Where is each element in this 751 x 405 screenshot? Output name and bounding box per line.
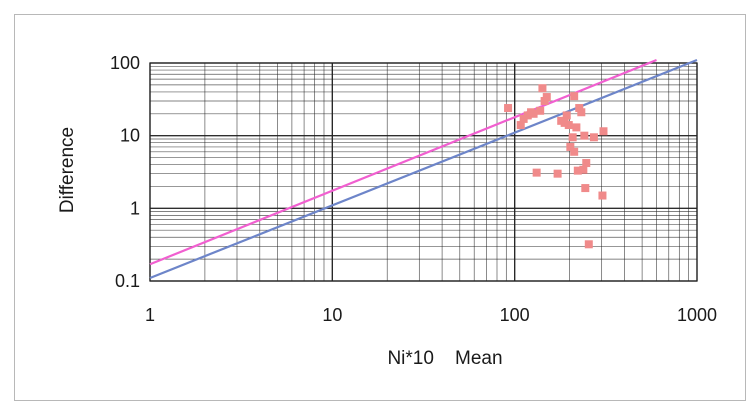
data-point — [532, 168, 541, 177]
data-point — [570, 92, 579, 101]
data-point — [564, 121, 573, 130]
y-axis-label: Difference — [57, 127, 78, 213]
data-point — [529, 109, 538, 118]
data-point — [572, 123, 581, 132]
reference-lines — [149, 58, 698, 280]
data-point — [519, 114, 528, 123]
y-tick-label: 10 — [120, 126, 140, 146]
reference-line-upper — [149, 58, 657, 266]
data-point — [516, 121, 525, 130]
data-point — [553, 169, 562, 178]
plot-area-border — [149, 62, 698, 282]
data-point — [568, 133, 577, 142]
data-point — [598, 191, 607, 200]
data-point — [542, 93, 551, 102]
grid — [149, 62, 698, 282]
data-point — [582, 159, 591, 168]
reference-line-lower — [149, 58, 698, 280]
data-point — [566, 142, 575, 151]
data-point — [584, 240, 593, 249]
data-point — [562, 111, 571, 120]
data-point — [560, 118, 569, 127]
data-point — [589, 133, 598, 142]
data-point — [581, 184, 590, 193]
data-point — [599, 127, 608, 136]
data-point — [579, 165, 588, 174]
data-point — [577, 108, 586, 117]
data-point — [573, 166, 582, 175]
data-point — [580, 131, 589, 140]
data-points — [504, 84, 608, 249]
chart-frame: 1 10 100 1000 0.1 1 10 100 Difference Ni*10 Mea… — [14, 14, 746, 401]
data-point — [536, 106, 545, 115]
y-tick-label: 0.1 — [115, 271, 140, 291]
y-tick-label: 100 — [110, 53, 140, 73]
y-tick-label: 1 — [130, 198, 140, 218]
x-tick-label: 10 — [322, 305, 342, 325]
data-point — [504, 104, 513, 113]
x-tick-label: 100 — [500, 305, 530, 325]
x-tick-label: 1 — [145, 305, 155, 325]
x-axis-label: Ni*10 Mean — [387, 348, 502, 369]
data-point — [575, 104, 584, 113]
data-point — [538, 84, 547, 93]
data-point — [570, 147, 579, 156]
x-tick-label: 1000 — [677, 305, 717, 325]
